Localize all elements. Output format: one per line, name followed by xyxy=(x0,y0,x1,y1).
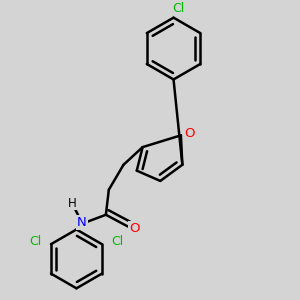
Text: N: N xyxy=(77,216,87,229)
Text: H: H xyxy=(68,196,76,209)
Text: Cl: Cl xyxy=(29,235,42,248)
Text: Cl: Cl xyxy=(111,235,124,248)
Text: Cl: Cl xyxy=(173,2,185,15)
Text: O: O xyxy=(184,128,194,140)
Text: O: O xyxy=(129,222,140,236)
